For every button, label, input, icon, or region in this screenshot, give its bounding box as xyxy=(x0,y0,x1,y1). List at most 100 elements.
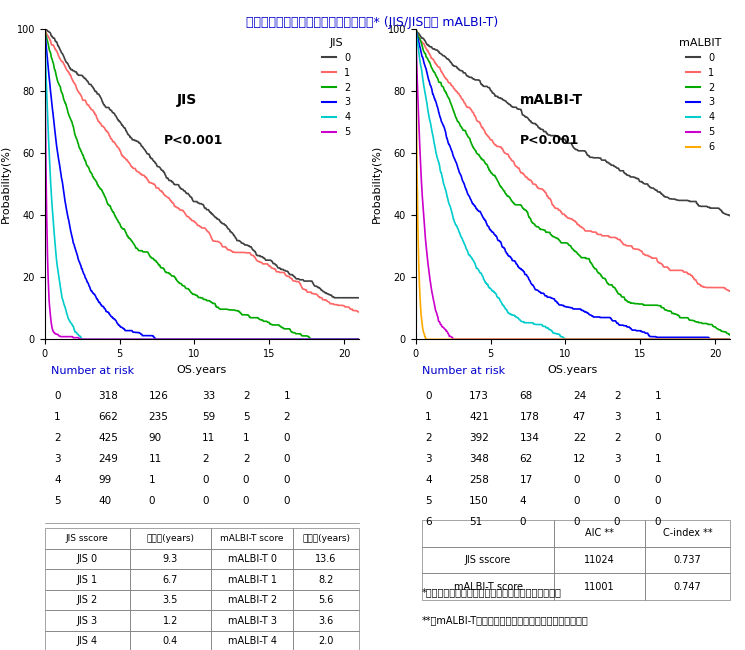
Text: 3: 3 xyxy=(425,454,432,464)
Bar xyxy=(130,631,212,650)
Text: 90: 90 xyxy=(148,433,162,443)
Bar xyxy=(212,569,293,590)
Text: 68: 68 xyxy=(519,391,533,401)
Bar xyxy=(645,547,730,573)
Text: 47: 47 xyxy=(573,412,586,422)
Text: 258: 258 xyxy=(469,475,489,485)
Text: 0: 0 xyxy=(284,475,290,485)
Bar xyxy=(45,610,130,631)
Bar xyxy=(293,549,359,569)
Text: 173: 173 xyxy=(469,391,489,401)
Text: mALBI-T 3: mALBI-T 3 xyxy=(228,616,276,626)
Text: 0: 0 xyxy=(284,496,290,506)
Text: 5: 5 xyxy=(425,496,432,506)
Bar xyxy=(130,610,212,631)
Text: JIS 3: JIS 3 xyxy=(77,616,98,626)
Text: 0: 0 xyxy=(519,517,526,527)
Text: 5: 5 xyxy=(243,412,250,422)
Text: 治療成績：統合スコアリングシステム* (JIS/JIS変法 mALBI-T): 治療成績：統合スコアリングシステム* (JIS/JIS変法 mALBI-T) xyxy=(247,16,498,29)
Bar xyxy=(45,631,130,650)
Bar xyxy=(422,520,554,547)
Text: 40: 40 xyxy=(98,496,111,506)
Text: 1: 1 xyxy=(148,475,155,485)
Text: mALBI-T: mALBI-T xyxy=(519,93,583,107)
Text: 0: 0 xyxy=(655,496,661,506)
Text: 4: 4 xyxy=(425,475,432,485)
Text: 33: 33 xyxy=(202,391,215,401)
Text: *：癌の進行度と肝予備能を組み合わせた層別化手法: *：癌の進行度と肝予備能を組み合わせた層別化手法 xyxy=(422,588,562,597)
Text: 0.4: 0.4 xyxy=(163,636,178,646)
Bar xyxy=(422,573,554,600)
Text: 0: 0 xyxy=(573,517,580,527)
Text: 3.5: 3.5 xyxy=(162,595,178,605)
Bar xyxy=(130,549,212,569)
Text: 1: 1 xyxy=(243,433,250,443)
Text: 1: 1 xyxy=(655,391,662,401)
Text: 11: 11 xyxy=(148,454,162,464)
Text: 0: 0 xyxy=(243,475,250,485)
Text: 4: 4 xyxy=(519,496,526,506)
Text: 2: 2 xyxy=(284,412,291,422)
Text: 9.3: 9.3 xyxy=(163,554,178,564)
Text: JIS 4: JIS 4 xyxy=(77,636,98,646)
Text: 6.7: 6.7 xyxy=(162,575,178,585)
Text: JIS 1: JIS 1 xyxy=(77,575,98,585)
Text: 0: 0 xyxy=(573,496,580,506)
Bar xyxy=(293,590,359,610)
Text: 126: 126 xyxy=(148,391,168,401)
Text: 3.6: 3.6 xyxy=(318,616,334,626)
Text: 1: 1 xyxy=(54,412,61,422)
Text: 24: 24 xyxy=(573,391,586,401)
Y-axis label: Probability(%): Probability(%) xyxy=(1,145,11,224)
Bar xyxy=(212,528,293,549)
Text: mALBI-T 2: mALBI-T 2 xyxy=(228,595,277,605)
Text: 0: 0 xyxy=(284,433,290,443)
Bar xyxy=(293,631,359,650)
Text: mALBI-T 1: mALBI-T 1 xyxy=(228,575,276,585)
Text: JIS: JIS xyxy=(177,93,197,107)
Text: mALBI-T score: mALBI-T score xyxy=(454,582,522,592)
Text: 421: 421 xyxy=(469,412,489,422)
Text: 2.0: 2.0 xyxy=(318,636,334,646)
Text: 51: 51 xyxy=(469,517,483,527)
Bar xyxy=(554,547,645,573)
Text: 2: 2 xyxy=(425,433,432,443)
Text: 11: 11 xyxy=(202,433,215,443)
Text: 2: 2 xyxy=(614,391,621,401)
Text: 1: 1 xyxy=(655,412,662,422)
Bar xyxy=(645,573,730,600)
Text: 2: 2 xyxy=(243,454,250,464)
Y-axis label: Probability(%): Probability(%) xyxy=(372,145,382,224)
Bar xyxy=(293,569,359,590)
Text: AIC **: AIC ** xyxy=(585,528,614,538)
X-axis label: OS.years: OS.years xyxy=(548,365,598,374)
Text: 1: 1 xyxy=(284,391,291,401)
Bar xyxy=(130,569,212,590)
Text: 0: 0 xyxy=(54,391,60,401)
Text: 3: 3 xyxy=(614,454,621,464)
Text: JIS sscore: JIS sscore xyxy=(465,555,511,565)
Bar xyxy=(212,590,293,610)
Text: mALBI-T 0: mALBI-T 0 xyxy=(228,554,276,564)
Text: Number at risk: Number at risk xyxy=(422,366,505,376)
Text: 中央値(years): 中央値(years) xyxy=(302,534,350,543)
Text: 2: 2 xyxy=(614,433,621,443)
Text: 1.2: 1.2 xyxy=(162,616,178,626)
Bar xyxy=(45,590,130,610)
Bar xyxy=(45,549,130,569)
Text: 392: 392 xyxy=(469,433,489,443)
Text: 59: 59 xyxy=(202,412,215,422)
Text: 425: 425 xyxy=(98,433,118,443)
Text: 1: 1 xyxy=(425,412,432,422)
Bar xyxy=(554,520,645,547)
Text: **：mALBI-Tがより詳細に層別化出来ているという結果: **：mALBI-Tがより詳細に層別化出来ているという結果 xyxy=(422,616,589,625)
Text: 662: 662 xyxy=(98,412,118,422)
Text: 0: 0 xyxy=(614,496,621,506)
Text: 0.737: 0.737 xyxy=(673,555,702,565)
Text: 22: 22 xyxy=(573,433,586,443)
Text: 134: 134 xyxy=(519,433,539,443)
Text: 99: 99 xyxy=(98,475,112,485)
Bar xyxy=(130,590,212,610)
Text: P<0.001: P<0.001 xyxy=(164,134,224,147)
Text: 348: 348 xyxy=(469,454,489,464)
